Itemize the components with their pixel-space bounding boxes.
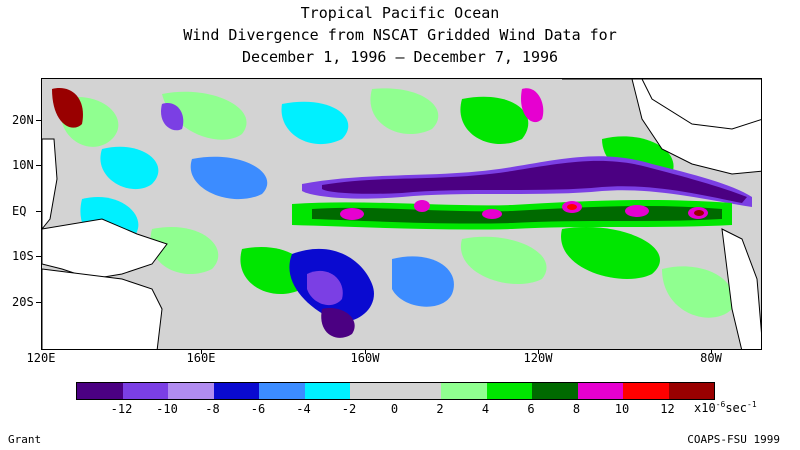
color-scale-bar: [76, 382, 715, 400]
lon-tick: [711, 350, 712, 354]
color-scale-tick-label: 10: [614, 402, 630, 416]
lat-label-eq: EQ: [12, 204, 27, 218]
color-scale-tick-label: -8: [205, 402, 220, 416]
divergence-map: [41, 78, 762, 350]
color-scale-tick-label: 6: [527, 402, 535, 416]
color-swatch: [668, 383, 714, 399]
color-scale-tick-label: -12: [110, 402, 133, 416]
lat-tick: [36, 211, 41, 212]
units-exponent: -6: [715, 400, 726, 409]
map-title-line1: Tropical Pacific Ocean: [300, 4, 500, 22]
color-scale-tick-label: -10: [156, 402, 178, 416]
color-swatch: [532, 383, 578, 399]
lon-label-80w: 80W: [700, 351, 722, 365]
lat-tick: [36, 165, 41, 166]
map-title-line2: Wind Divergence from NSCAT Gridded Wind …: [183, 26, 617, 44]
author-credit: Grant: [8, 433, 42, 446]
units-label: x10-6sec-1: [694, 400, 757, 415]
lat-tick: [36, 120, 41, 121]
lat-label-10s: 10S: [12, 249, 34, 263]
color-swatch: [77, 383, 123, 399]
color-swatch: [441, 383, 487, 399]
color-swatch: [304, 383, 350, 399]
spcz-convergence: [289, 248, 454, 338]
color-scale-tick-label: 4: [481, 402, 490, 416]
itcz-convergence-band: [302, 156, 752, 207]
color-swatch: [122, 383, 168, 399]
lon-label-120w: 120W: [523, 351, 553, 365]
color-scale-tick-label: -6: [250, 402, 266, 416]
organization-credit: COAPS-FSU 1999: [687, 433, 780, 446]
color-swatch: [350, 383, 396, 399]
color-scale-tick-label: -4: [296, 402, 311, 416]
units-suffix: sec: [725, 401, 748, 415]
color-scale-tick-label: 8: [572, 402, 581, 416]
color-swatch: [168, 383, 214, 399]
units-prefix: x10: [694, 401, 716, 415]
lon-label-160w: 160W: [350, 351, 380, 365]
units-exponent-2: -1: [747, 400, 757, 409]
lon-label-120e: 120E: [26, 351, 56, 365]
lon-label-160e: 160E: [186, 351, 216, 365]
lat-label-20n: 20N: [12, 113, 34, 127]
color-scale-tick-label: 12: [660, 402, 675, 416]
color-swatch: [395, 383, 441, 399]
western-pacific-patches: [52, 88, 544, 131]
map-title-line3: December 1, 1996 – December 7, 1996: [241, 48, 559, 66]
lat-label-20s: 20S: [12, 295, 34, 309]
color-scale-tick-label: -2: [341, 402, 357, 416]
lon-tick: [201, 350, 202, 354]
color-swatch: [577, 383, 623, 399]
lat-tick: [36, 256, 41, 257]
lon-tick: [365, 350, 366, 354]
color-swatch: [623, 383, 669, 399]
lon-tick: [538, 350, 539, 354]
lat-label-10n: 10N: [12, 158, 34, 172]
landmasses: [42, 79, 761, 349]
color-swatch: [486, 383, 532, 399]
divergence-field: [42, 79, 761, 349]
equatorial-divergence-band: [292, 199, 732, 230]
color-scale-tick-label: 2: [436, 402, 444, 416]
lat-tick: [36, 302, 41, 303]
color-scale-tick-label: 0: [390, 402, 399, 416]
color-swatch: [259, 383, 305, 399]
color-swatch: [213, 383, 259, 399]
